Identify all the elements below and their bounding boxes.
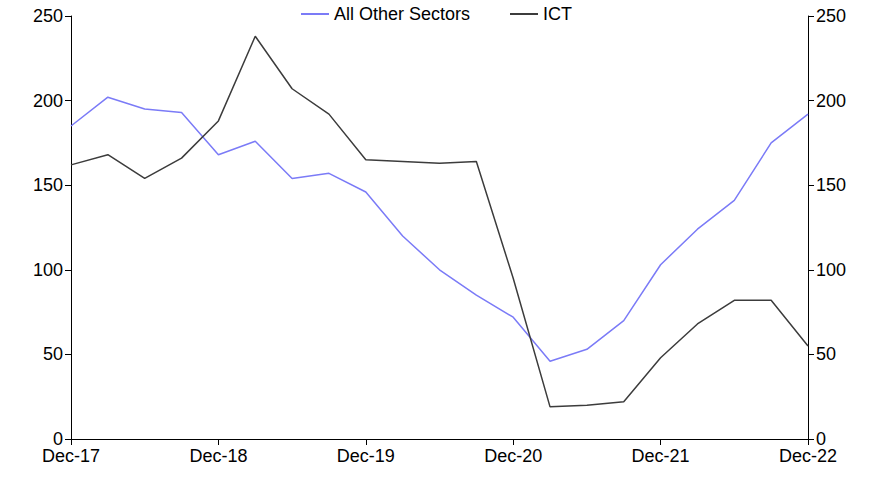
svg-text:0: 0 xyxy=(53,429,63,449)
svg-text:100: 100 xyxy=(816,260,846,280)
svg-text:250: 250 xyxy=(33,6,63,26)
svg-text:200: 200 xyxy=(816,91,846,111)
svg-text:Dec-21: Dec-21 xyxy=(632,446,690,466)
svg-text:50: 50 xyxy=(816,344,836,364)
svg-text:200: 200 xyxy=(33,91,63,111)
svg-text:250: 250 xyxy=(816,6,846,26)
svg-text:All Other Sectors: All Other Sectors xyxy=(334,4,470,24)
svg-text:0: 0 xyxy=(816,429,826,449)
svg-text:Dec-20: Dec-20 xyxy=(484,446,542,466)
svg-text:Dec-17: Dec-17 xyxy=(42,446,100,466)
svg-text:100: 100 xyxy=(33,260,63,280)
svg-text:Dec-22: Dec-22 xyxy=(779,446,837,466)
svg-text:ICT: ICT xyxy=(543,4,572,24)
svg-text:150: 150 xyxy=(33,175,63,195)
svg-text:50: 50 xyxy=(43,344,63,364)
svg-text:Dec-19: Dec-19 xyxy=(337,446,395,466)
svg-text:Dec-18: Dec-18 xyxy=(189,446,247,466)
svg-text:150: 150 xyxy=(816,175,846,195)
